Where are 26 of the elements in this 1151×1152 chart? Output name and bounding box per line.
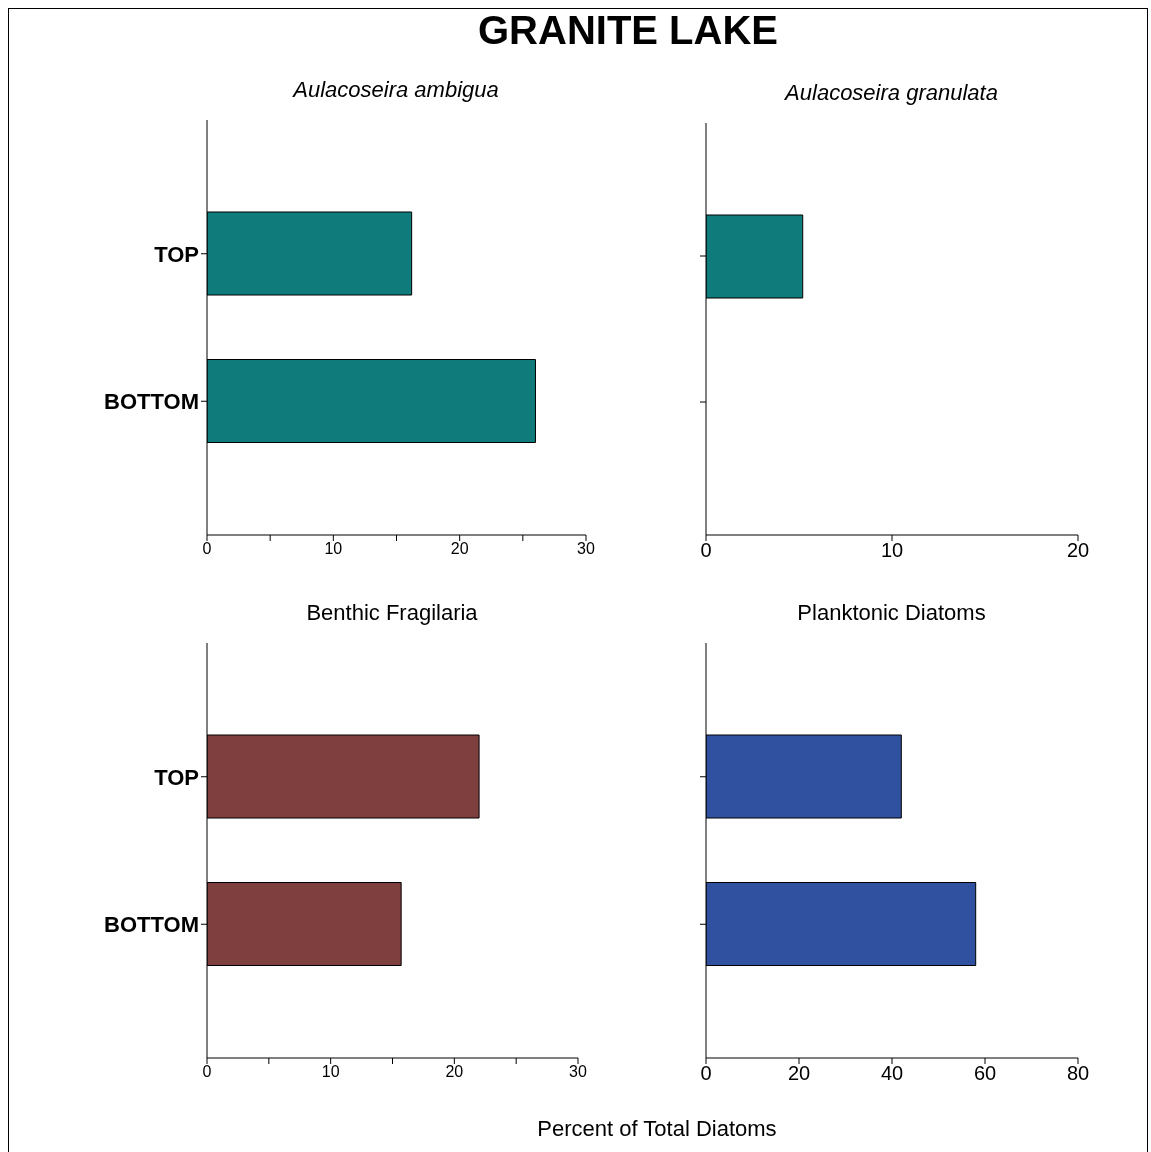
chart-title: Aulacoseira granulata: [783, 79, 999, 107]
x-tick-label: 80: [1066, 1062, 1090, 1085]
x-tick-label: 0: [202, 540, 212, 558]
x-tick-label: 20: [787, 1062, 811, 1085]
x-tick-label: 10: [321, 1063, 340, 1081]
y-tick-label: BOTTOM: [104, 912, 199, 938]
y-tick-label: BOTTOM: [104, 389, 199, 415]
x-tick-label: 0: [700, 1062, 712, 1085]
text: GRANITE LAKE: [477, 8, 779, 53]
x-tick-label: 0: [202, 1063, 212, 1081]
x-tick-label: 20: [445, 1063, 464, 1081]
x-tick-label: 30: [577, 540, 595, 558]
chart-title: Planktonic Diatoms: [796, 599, 987, 627]
x-tick-label: 10: [324, 540, 343, 558]
x-tick-label: 30: [569, 1063, 587, 1081]
x-tick-label: 20: [450, 540, 469, 558]
x-tick-label: 0: [700, 539, 712, 562]
x-tick-label: 60: [973, 1062, 997, 1085]
y-tick-label: TOP: [154, 241, 199, 267]
x-tick-label: 40: [880, 1062, 904, 1085]
y-tick-label: TOP: [154, 764, 199, 790]
x-tick-label: 20: [1066, 539, 1090, 562]
x-axis-title: Percent of Total Diatoms: [536, 1116, 778, 1142]
x-tick-label: 10: [880, 539, 904, 562]
chart-title: Aulacoseira ambigua: [291, 76, 500, 104]
chart-title: Benthic Fragilaria: [305, 599, 479, 627]
